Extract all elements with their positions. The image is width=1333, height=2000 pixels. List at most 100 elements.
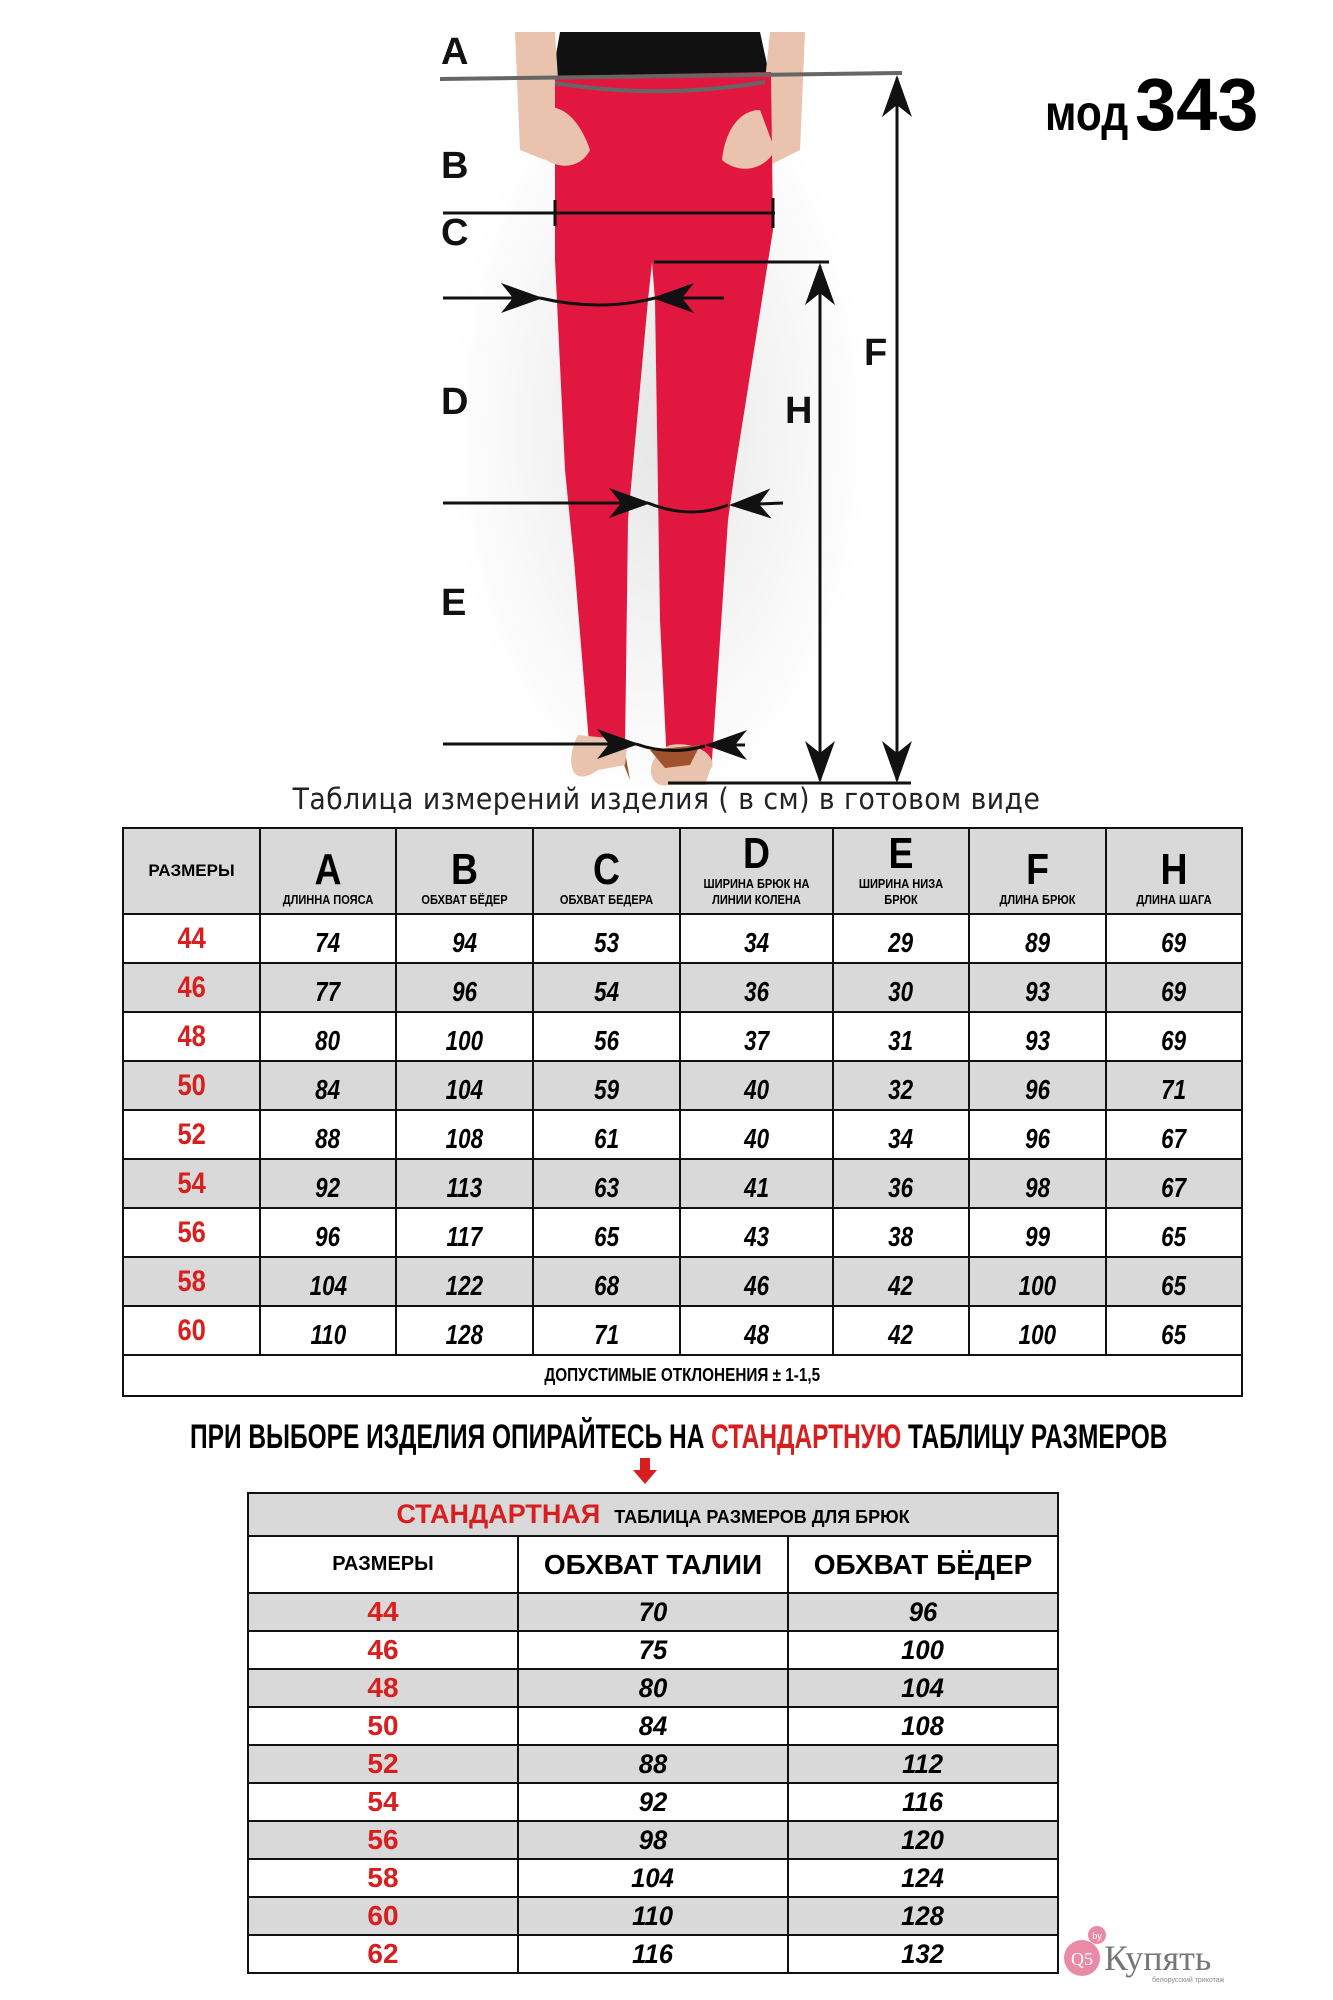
size-cell: 56 xyxy=(122,1207,261,1258)
col-letter: B xyxy=(450,845,479,894)
value-cell: 54 xyxy=(532,962,681,1013)
table-row: 52 88 112 xyxy=(247,1744,1060,1784)
value-cell: 38 xyxy=(832,1207,970,1258)
value-cell: 96 xyxy=(259,1207,397,1258)
value-cell: 65 xyxy=(1105,1256,1243,1307)
table-row: 50 84 108 xyxy=(247,1706,1060,1746)
waist-cell: 92 xyxy=(517,1782,789,1822)
table-row: 54 92 113 63 41 36 98 67 xyxy=(122,1158,1243,1209)
col-letter: C xyxy=(592,845,621,894)
waist-curve xyxy=(554,80,766,94)
waist-cell: 84 xyxy=(517,1706,789,1746)
value-cell: 94 xyxy=(395,913,534,964)
size-cell: 50 xyxy=(247,1706,519,1746)
waist-cell: 75 xyxy=(517,1630,789,1670)
measurement-table-title: Таблица измерений изделия ( в см) в гото… xyxy=(292,782,1041,816)
value-cell: 65 xyxy=(532,1207,681,1258)
table-row: 56 98 120 xyxy=(247,1820,1060,1860)
value-cell: 36 xyxy=(679,962,834,1013)
value-cell: 48 xyxy=(679,1305,834,1356)
value-cell: 93 xyxy=(968,1011,1107,1062)
value-cell: 100 xyxy=(395,1011,534,1062)
table-row: 48 80 100 56 37 31 93 69 xyxy=(122,1011,1243,1062)
value-cell: 71 xyxy=(1105,1060,1243,1111)
table-row: 46 77 96 54 36 30 93 69 xyxy=(122,962,1243,1013)
size-cell: 54 xyxy=(247,1782,519,1822)
waist-cell: 80 xyxy=(517,1668,789,1708)
value-cell: 122 xyxy=(395,1256,534,1307)
size-notice: ПРИ ВЫБОРЕ ИЗДЕЛИЯ ОПИРАЙТЕСЬ НА СТАНДАР… xyxy=(190,1418,1168,1456)
value-cell: 110 xyxy=(259,1305,397,1356)
table-row: 62 116 132 xyxy=(247,1934,1060,1974)
size-cell: 44 xyxy=(247,1592,519,1632)
value-cell: 108 xyxy=(395,1109,534,1160)
pants-measurement-diagram: A B C D E F H xyxy=(439,31,912,790)
value-cell: 68 xyxy=(532,1256,681,1307)
table-row: 54 92 116 xyxy=(247,1782,1060,1822)
col-label: ДЛИНА БРЮК xyxy=(999,892,1076,907)
value-cell: 96 xyxy=(968,1060,1107,1111)
col-header-sizes: РАЗМЕРЫ xyxy=(247,1535,519,1594)
col-letter: H xyxy=(1160,845,1188,894)
size-cell: 60 xyxy=(122,1305,261,1356)
size-cell: 48 xyxy=(122,1011,261,1062)
label-a: A xyxy=(441,31,468,73)
svg-text:by: by xyxy=(1092,1931,1102,1941)
size-cell: 46 xyxy=(122,962,261,1013)
label-d: D xyxy=(441,381,468,423)
value-cell: 96 xyxy=(968,1109,1107,1160)
col-header-f: F ДЛИНА БРЮК xyxy=(968,827,1107,915)
col-header-d: D ШИРИНА БРЮК НА ЛИНИИ КОЛЕНА xyxy=(679,827,834,915)
size-cell: 52 xyxy=(247,1744,519,1784)
value-cell: 29 xyxy=(832,913,970,964)
hips-cell: 116 xyxy=(786,1782,1060,1822)
value-cell: 40 xyxy=(679,1060,834,1111)
col-label: ШИРИНА БРЮК НА ЛИНИИ КОЛЕНА xyxy=(703,876,810,907)
value-cell: 92 xyxy=(259,1158,397,1209)
model-number: мод343 xyxy=(1045,63,1259,146)
value-cell: 128 xyxy=(395,1305,534,1356)
col-label: ОБХВАТ БЁДЕР xyxy=(421,892,508,907)
hips-cell: 128 xyxy=(786,1896,1060,1936)
value-cell: 67 xyxy=(1105,1158,1243,1209)
arrow-down-icon xyxy=(633,1458,657,1484)
value-cell: 77 xyxy=(259,962,397,1013)
left-hand xyxy=(540,107,590,166)
size-cell: 52 xyxy=(122,1109,261,1160)
value-cell: 59 xyxy=(532,1060,681,1111)
col-label: ДЛИНА ШАГА xyxy=(1136,892,1212,907)
kupyat-logo: Q5 by Купять белорусский трикотаж xyxy=(1064,1926,1225,1984)
table-row: 60 110 128 xyxy=(247,1896,1060,1936)
waist-cell: 110 xyxy=(517,1896,789,1936)
value-cell: 42 xyxy=(832,1305,970,1356)
standard-table-caption: СТАНДАРТНАЯ ТАБЛИЦА РАЗМЕРОВ ДЛЯ БРЮК xyxy=(246,1492,1060,1537)
value-cell: 40 xyxy=(679,1109,834,1160)
table-row: 50 84 104 59 40 32 96 71 xyxy=(122,1060,1243,1111)
size-cell: 58 xyxy=(122,1256,261,1307)
sizes-header: РАЗМЕРЫ xyxy=(122,827,261,915)
value-cell: 41 xyxy=(679,1158,834,1209)
value-cell: 104 xyxy=(395,1060,534,1111)
table-row: 60 110 128 71 48 42 100 65 xyxy=(122,1305,1243,1356)
hips-cell: 132 xyxy=(786,1934,1060,1974)
value-cell: 80 xyxy=(259,1011,397,1062)
value-cell: 42 xyxy=(832,1256,970,1307)
label-f: F xyxy=(864,332,887,374)
value-cell: 71 xyxy=(532,1305,681,1356)
value-cell: 96 xyxy=(395,962,534,1013)
table-row: 48 80 104 xyxy=(247,1668,1060,1708)
value-cell: 43 xyxy=(679,1207,834,1258)
table-row: 44 70 96 xyxy=(247,1592,1060,1632)
waist-cell: 104 xyxy=(517,1858,789,1898)
size-cell: 50 xyxy=(122,1060,261,1111)
value-cell: 74 xyxy=(259,913,397,964)
value-cell: 100 xyxy=(968,1256,1107,1307)
right-hand xyxy=(722,110,775,169)
value-cell: 117 xyxy=(395,1207,534,1258)
size-cell: 56 xyxy=(247,1820,519,1860)
waist-cell: 116 xyxy=(517,1934,789,1974)
value-cell: 37 xyxy=(679,1011,834,1062)
value-cell: 65 xyxy=(1105,1207,1243,1258)
label-c: C xyxy=(441,212,468,254)
label-e: E xyxy=(441,582,466,624)
